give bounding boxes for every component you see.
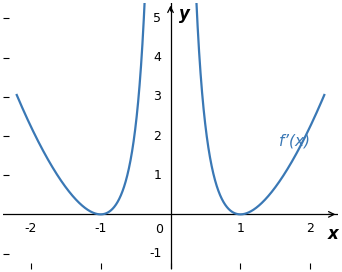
Text: y: y <box>179 5 190 23</box>
Text: 3: 3 <box>154 90 161 103</box>
Text: 0: 0 <box>156 223 163 236</box>
Text: -1: -1 <box>149 247 161 260</box>
Text: f’(x): f’(x) <box>279 134 311 149</box>
Text: x: x <box>327 225 338 243</box>
Text: 4: 4 <box>154 51 161 64</box>
Text: 5: 5 <box>154 12 161 25</box>
Text: -2: -2 <box>25 222 37 235</box>
Text: 1: 1 <box>236 222 244 235</box>
Text: 1: 1 <box>154 169 161 182</box>
Text: 2: 2 <box>154 129 161 143</box>
Text: 2: 2 <box>306 222 314 235</box>
Text: -1: -1 <box>94 222 107 235</box>
